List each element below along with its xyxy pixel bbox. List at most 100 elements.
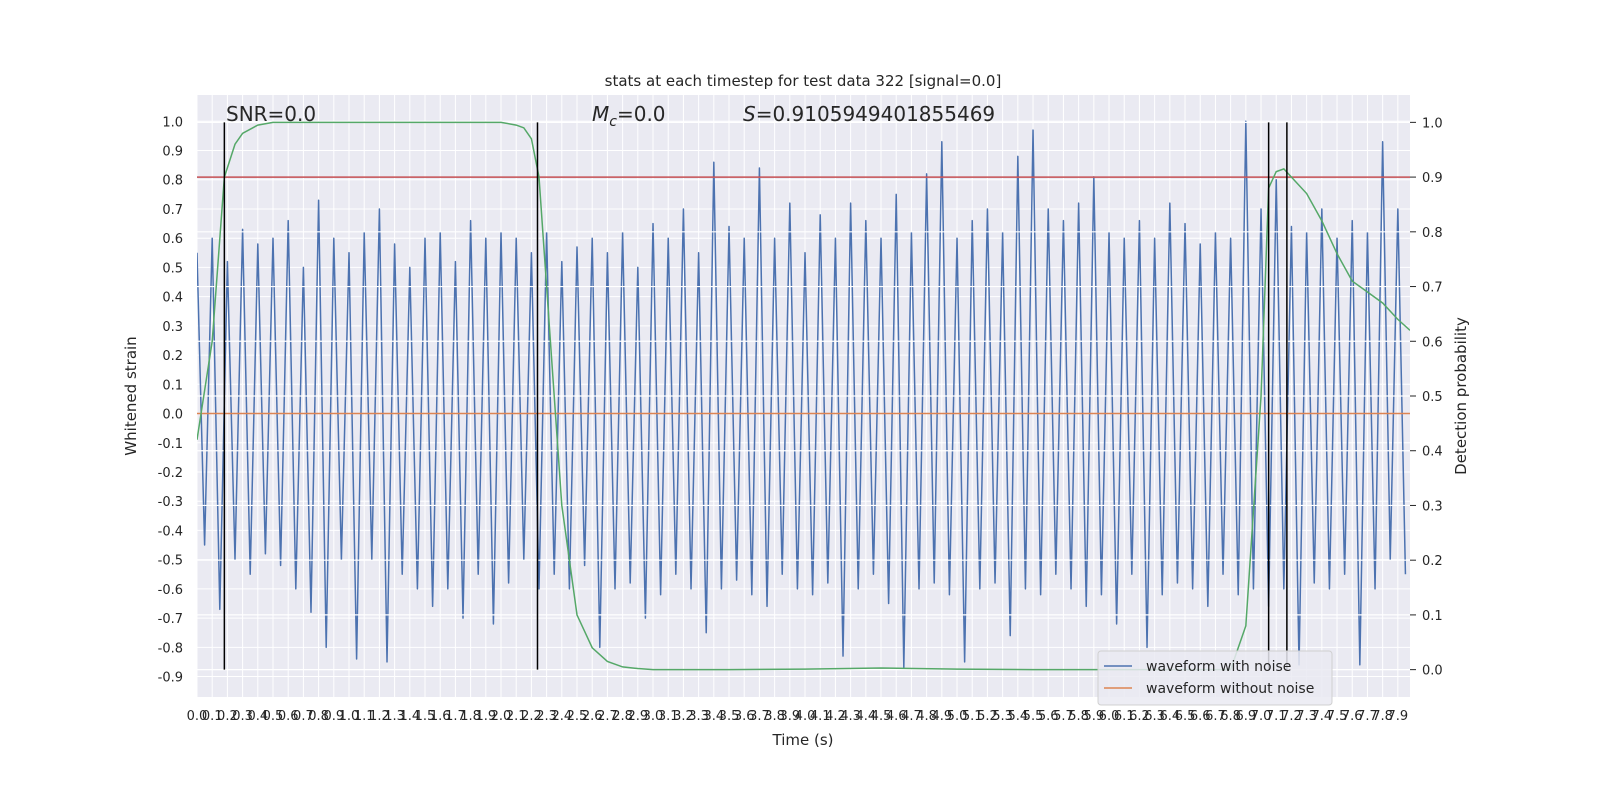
x-tick-label: 3.3 xyxy=(688,709,709,724)
series-line xyxy=(197,120,1407,669)
y-tick-label: 0.9 xyxy=(162,145,183,160)
x-tick-label: 1.4 xyxy=(399,709,420,724)
y-tick-label: -0.7 xyxy=(158,612,183,627)
overlay: 0.00.10.20.30.40.50.60.70.80.91.01.11.21… xyxy=(158,115,1443,724)
x-tick-label: 7.0 xyxy=(1251,709,1272,724)
x-tick-label: 3.2 xyxy=(673,709,694,724)
x-tick-label: 4.2 xyxy=(825,709,846,724)
x-tick-label: 6.7 xyxy=(1205,709,1226,724)
x-tick-label: 4.4 xyxy=(855,709,876,724)
x-tick-label: 1.9 xyxy=(475,709,496,724)
y-tick-label: -0.8 xyxy=(158,641,183,656)
y-tick-label: 0.6 xyxy=(162,232,183,247)
x-tick-label: 4.8 xyxy=(916,709,937,724)
x-tick-label: 1.7 xyxy=(445,709,466,724)
y-tick-label: 0.7 xyxy=(162,203,183,218)
x-tick-label: 5.5 xyxy=(1023,709,1044,724)
x-tick-label: 6.6 xyxy=(1190,709,1211,724)
annotation-subscript: c xyxy=(609,114,617,130)
annotation: SNR=0.0 xyxy=(226,102,316,126)
x-tick-label: 5.2 xyxy=(977,709,998,724)
y-tick-label: -0.2 xyxy=(158,466,183,481)
y-tick-label: -0.5 xyxy=(158,554,183,569)
x-tick-label: 2.3 xyxy=(536,709,557,724)
x-tick-label: 5.9 xyxy=(1083,709,1104,724)
annotation-symbol: M xyxy=(592,102,609,126)
x-tick-label: 7.2 xyxy=(1281,709,1302,724)
x-tick-label: 7.3 xyxy=(1296,709,1317,724)
x-tick-label: 3.7 xyxy=(749,709,770,724)
y2-tick-label: 0.1 xyxy=(1422,609,1443,624)
x-tick-label: 3.1 xyxy=(658,709,679,724)
x-tick-label: 3.5 xyxy=(719,709,740,724)
x-tick-label: 0.3 xyxy=(232,709,253,724)
annotation-symbol: S xyxy=(743,102,756,126)
x-tick-label: 6.1 xyxy=(1114,709,1135,724)
x-tick-label: 0.8 xyxy=(308,709,329,724)
y-tick-label: -0.1 xyxy=(158,437,183,452)
x-tick-label: 6.2 xyxy=(1129,709,1150,724)
x-tick-label: 5.3 xyxy=(992,709,1013,724)
y2-tick-label: 0.9 xyxy=(1422,171,1443,186)
y2-tick-label: 0.4 xyxy=(1422,445,1443,460)
x-tick-label: 2.9 xyxy=(627,709,648,724)
x-tick-label: 2.8 xyxy=(612,709,633,724)
x-tick-label: 1.2 xyxy=(369,709,390,724)
x-tick-label: 0.5 xyxy=(263,709,284,724)
x-tick-label: 2.7 xyxy=(597,709,618,724)
y-tick-label: 0.3 xyxy=(162,320,183,335)
x-tick-label: 0.7 xyxy=(293,709,314,724)
legend-label: waveform without noise xyxy=(1146,681,1314,697)
x-tick-label: 1.6 xyxy=(430,709,451,724)
x-tick-label: 0.6 xyxy=(278,709,299,724)
y-tick-label: 1.0 xyxy=(162,115,183,130)
probability-line xyxy=(197,121,1410,671)
y-tick-label: 0.8 xyxy=(162,174,183,189)
y-tick-label: 0.2 xyxy=(162,349,183,364)
x-tick-label: 7.4 xyxy=(1311,709,1332,724)
x-tick-label: 6.3 xyxy=(1144,709,1165,724)
x-tick-label: 0.9 xyxy=(323,709,344,724)
x-tick-label: 0.2 xyxy=(217,709,238,724)
y-tick-label: 0.1 xyxy=(162,378,183,393)
chart-title: stats at each timestep for test data 322… xyxy=(605,72,1002,90)
y2-tick-label: 0.3 xyxy=(1422,499,1443,514)
x-tick-label: 3.0 xyxy=(643,709,664,724)
x-tick-label: 4.1 xyxy=(810,709,831,724)
y-tick-label: -0.3 xyxy=(158,495,183,510)
x-tick-label: 3.6 xyxy=(734,709,755,724)
x-tick-label: 4.0 xyxy=(795,709,816,724)
y-tick-label: -0.9 xyxy=(158,671,183,686)
x-tick-label: 0.1 xyxy=(202,709,223,724)
x-tick-label: 5.8 xyxy=(1068,709,1089,724)
plot-marks xyxy=(197,120,1410,671)
y2-tick-label: 0.8 xyxy=(1422,226,1443,241)
x-tick-label: 2.5 xyxy=(567,709,588,724)
y-tick-label: 0.5 xyxy=(162,261,183,276)
x-tick-label: 5.1 xyxy=(962,709,983,724)
x-tick-label: 3.9 xyxy=(779,709,800,724)
x-tick-label: 5.4 xyxy=(1007,709,1028,724)
legend-label: waveform with noise xyxy=(1146,659,1291,675)
x-tick-label: 2.4 xyxy=(551,709,572,724)
x-tick-label: 7.8 xyxy=(1372,709,1393,724)
y2-axis-label: Detection probability xyxy=(1452,317,1470,475)
x-tick-label: 5.0 xyxy=(947,709,968,724)
annotation: S=0.9105949401855469 xyxy=(743,102,995,126)
annotation-text: =0.0 xyxy=(617,102,666,126)
x-tick-label: 6.4 xyxy=(1159,709,1180,724)
x-tick-label: 7.7 xyxy=(1357,709,1378,724)
x-tick-label: 3.8 xyxy=(764,709,785,724)
x-tick-label: 0.4 xyxy=(247,709,268,724)
y2-tick-label: 0.5 xyxy=(1422,390,1443,405)
y-tick-label: 0.4 xyxy=(162,291,183,306)
legend-box xyxy=(1097,650,1333,706)
x-tick-label: 7.5 xyxy=(1327,709,1348,724)
y-tick-label: -0.4 xyxy=(158,524,183,539)
x-axis-label: Time (s) xyxy=(772,731,834,749)
x-tick-label: 5.6 xyxy=(1038,709,1059,724)
x-tick-label: 1.5 xyxy=(415,709,436,724)
x-tick-label: 4.3 xyxy=(840,709,861,724)
x-tick-label: 6.5 xyxy=(1175,709,1196,724)
